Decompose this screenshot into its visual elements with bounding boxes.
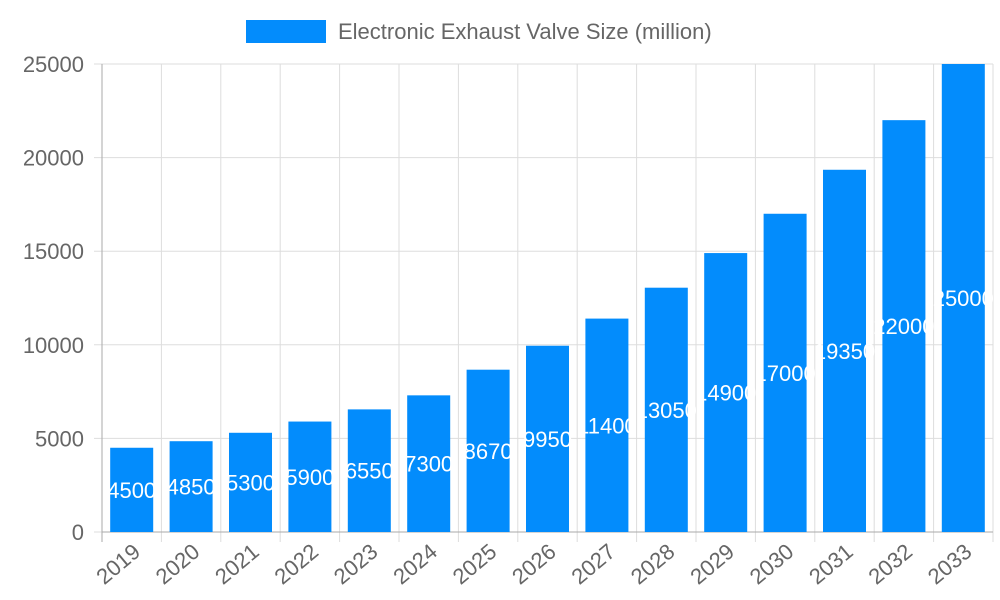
data-label: 5900 xyxy=(285,465,334,490)
x-tick-label: 2020 xyxy=(151,539,205,590)
bar xyxy=(823,169,866,532)
data-label: 5300 xyxy=(226,470,275,495)
bar xyxy=(288,421,332,532)
data-label: 4850 xyxy=(167,475,216,500)
x-tick-label: 2029 xyxy=(685,539,739,590)
x-tick-label: 2024 xyxy=(388,539,442,590)
y-tick-label: 15000 xyxy=(23,239,84,264)
data-label: 4500 xyxy=(107,478,156,503)
bar xyxy=(169,441,213,532)
data-label: 13050 xyxy=(636,398,697,423)
bar xyxy=(347,409,391,532)
data-label: 25000 xyxy=(933,286,994,311)
data-label: 11400 xyxy=(577,413,637,438)
x-tick-label: 2027 xyxy=(567,539,621,590)
bar xyxy=(229,432,272,532)
x-tick-label: 2023 xyxy=(329,539,383,590)
legend-swatch xyxy=(246,20,326,43)
bar xyxy=(466,369,510,532)
bar xyxy=(644,287,688,532)
data-label: 8670 xyxy=(464,439,513,464)
x-tick-label: 2021 xyxy=(210,539,264,590)
x-tick-label: 2032 xyxy=(864,539,918,590)
data-label: 9950 xyxy=(523,427,572,452)
x-tick-label: 2031 xyxy=(804,539,858,590)
bar xyxy=(941,64,985,532)
data-label: 7300 xyxy=(404,452,453,477)
y-tick-label: 10000 xyxy=(23,333,84,358)
x-tick-label: 2022 xyxy=(270,539,324,590)
legend-label: Electronic Exhaust Valve Size (million) xyxy=(338,19,712,44)
y-tick-label: 20000 xyxy=(23,146,84,171)
x-tick-label: 2033 xyxy=(923,539,977,590)
y-tick-label: 0 xyxy=(72,520,84,545)
y-tick-label: 5000 xyxy=(35,426,84,451)
data-label: 19350 xyxy=(814,339,875,364)
bar xyxy=(407,395,451,532)
bar xyxy=(704,253,748,532)
bar xyxy=(110,447,154,532)
data-label: 6550 xyxy=(345,459,394,484)
x-tick-label: 2026 xyxy=(507,539,561,590)
bar xyxy=(526,345,569,532)
x-tick-label: 2028 xyxy=(626,539,680,590)
x-tick-label: 2030 xyxy=(745,539,799,590)
data-label: 22000 xyxy=(873,314,934,339)
bar xyxy=(882,120,926,532)
bar xyxy=(763,213,807,532)
x-tick-label: 2025 xyxy=(448,539,502,590)
y-tick-label: 25000 xyxy=(23,52,84,77)
x-tick-label: 2019 xyxy=(91,539,145,590)
bar xyxy=(585,318,629,532)
data-label: 17000 xyxy=(755,361,816,386)
data-label: 14900 xyxy=(695,381,756,406)
